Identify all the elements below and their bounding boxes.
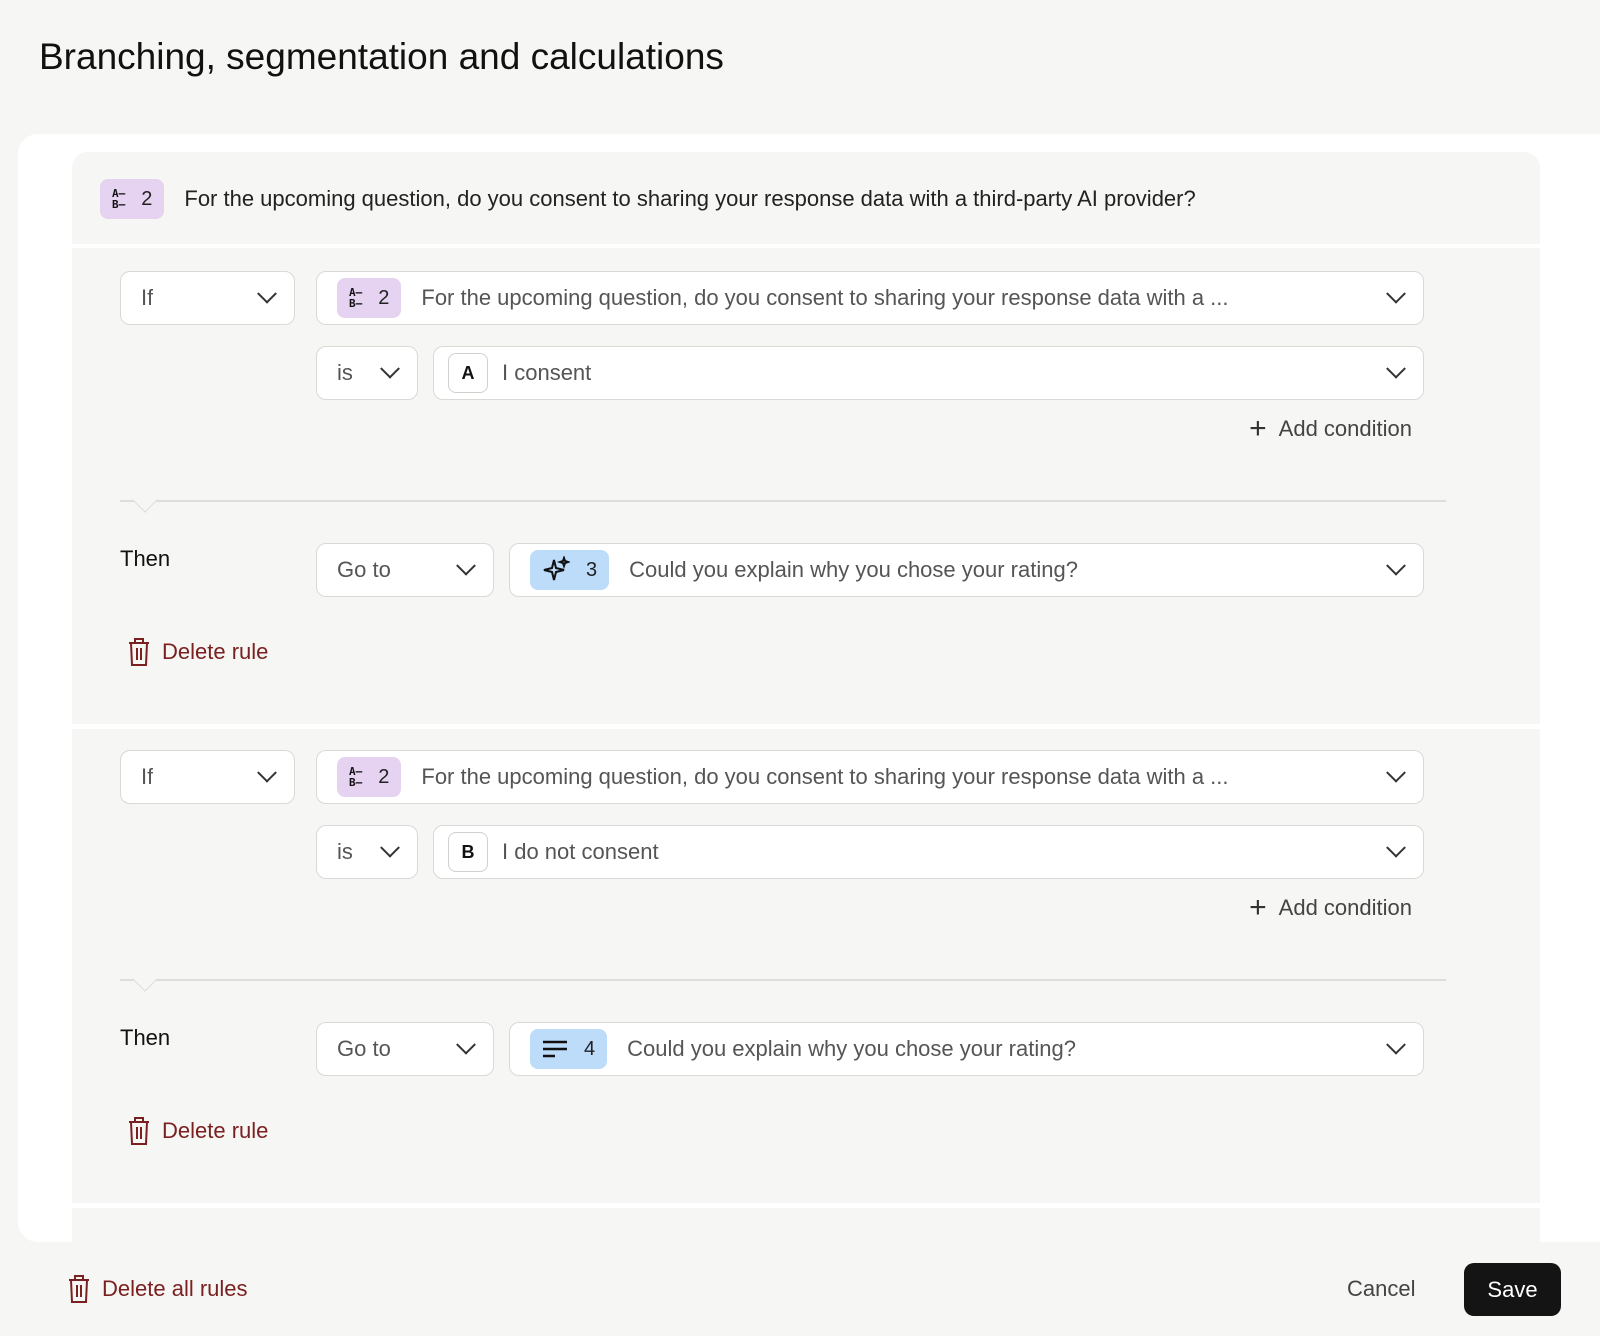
divider xyxy=(120,979,1446,981)
chevron-down-icon xyxy=(1386,358,1406,379)
target-select[interactable]: 3 Could you explain why you chose your r… xyxy=(509,543,1424,597)
chevron-down-icon xyxy=(380,837,400,858)
question-badge: A– B– 2 xyxy=(100,179,165,219)
cancel-button[interactable]: Cancel xyxy=(1347,1276,1416,1301)
chevron-down-icon xyxy=(1386,837,1406,858)
trash-icon xyxy=(129,1117,149,1145)
target-badge: 3 xyxy=(530,550,610,590)
multiple-choice-icon: A– B– xyxy=(349,286,363,310)
page-title: Branching, segmentation and calculations xyxy=(39,36,724,77)
chevron-down-icon xyxy=(1386,555,1406,576)
target-badge: 4 xyxy=(530,1029,608,1069)
operator-select[interactable]: is xyxy=(316,825,418,879)
answer-letter: B xyxy=(448,832,488,872)
chevron-down-icon xyxy=(1386,283,1406,304)
rule-separator xyxy=(72,724,1540,729)
chevron-down-icon xyxy=(456,1034,476,1055)
delete-all-rules-button[interactable]: Delete all rules xyxy=(66,1274,248,1304)
multiple-choice-icon: A– B– xyxy=(349,765,363,789)
trash-icon xyxy=(69,1275,89,1303)
question-badge: A– B– 2 xyxy=(337,757,402,797)
delete-all-label: Delete all rules xyxy=(102,1276,248,1301)
plus-icon: + xyxy=(1249,412,1267,445)
chevron-down-icon xyxy=(257,762,277,783)
delete-rule-button[interactable]: Delete rule xyxy=(126,637,268,667)
answer-letter: A xyxy=(448,353,488,393)
chevron-down-icon xyxy=(456,555,476,576)
if-select[interactable]: If xyxy=(120,271,295,325)
divider-notch xyxy=(132,966,158,992)
add-condition-button[interactable]: + Add condition xyxy=(1249,891,1412,924)
question-select[interactable]: A– B– 2 For the upcoming question, do you … xyxy=(316,271,1424,325)
question-badge: A– B– 2 xyxy=(337,278,402,318)
chevron-down-icon xyxy=(1386,762,1406,783)
question-header: A– B– 2 For the upcoming question, do you… xyxy=(72,152,1540,248)
action-select[interactable]: Go to xyxy=(316,543,494,597)
chevron-down-icon xyxy=(1386,1034,1406,1055)
save-button[interactable]: Save xyxy=(1464,1263,1561,1316)
long-text-icon xyxy=(543,1040,567,1058)
action-select[interactable]: Go to xyxy=(316,1022,494,1076)
plus-icon: + xyxy=(1249,891,1267,924)
add-condition-button[interactable]: + Add condition xyxy=(1249,412,1412,445)
delete-rule-button[interactable]: Delete rule xyxy=(126,1116,268,1146)
question-text: For the upcoming question, do you consen… xyxy=(184,186,1196,211)
operator-select[interactable]: is xyxy=(316,346,418,400)
then-label: Then xyxy=(120,546,171,571)
question-select[interactable]: A– B– 2 For the upcoming question, do you … xyxy=(316,750,1424,804)
chevron-down-icon xyxy=(380,358,400,379)
then-label: Then xyxy=(120,1025,171,1050)
chevron-down-icon xyxy=(257,283,277,304)
multiple-choice-icon: A– B– xyxy=(112,187,126,211)
question-number: 2 xyxy=(141,187,153,210)
target-select[interactable]: 4 Could you explain why you chose your r… xyxy=(509,1022,1424,1076)
sparkle-icon xyxy=(543,556,570,581)
question-panel: A– B– 2 For the upcoming question, do you… xyxy=(72,152,1540,1242)
trash-icon xyxy=(129,638,149,666)
if-select[interactable]: If xyxy=(120,750,295,804)
divider-notch xyxy=(132,487,158,513)
divider xyxy=(120,500,1446,502)
rule-separator xyxy=(72,1203,1540,1208)
